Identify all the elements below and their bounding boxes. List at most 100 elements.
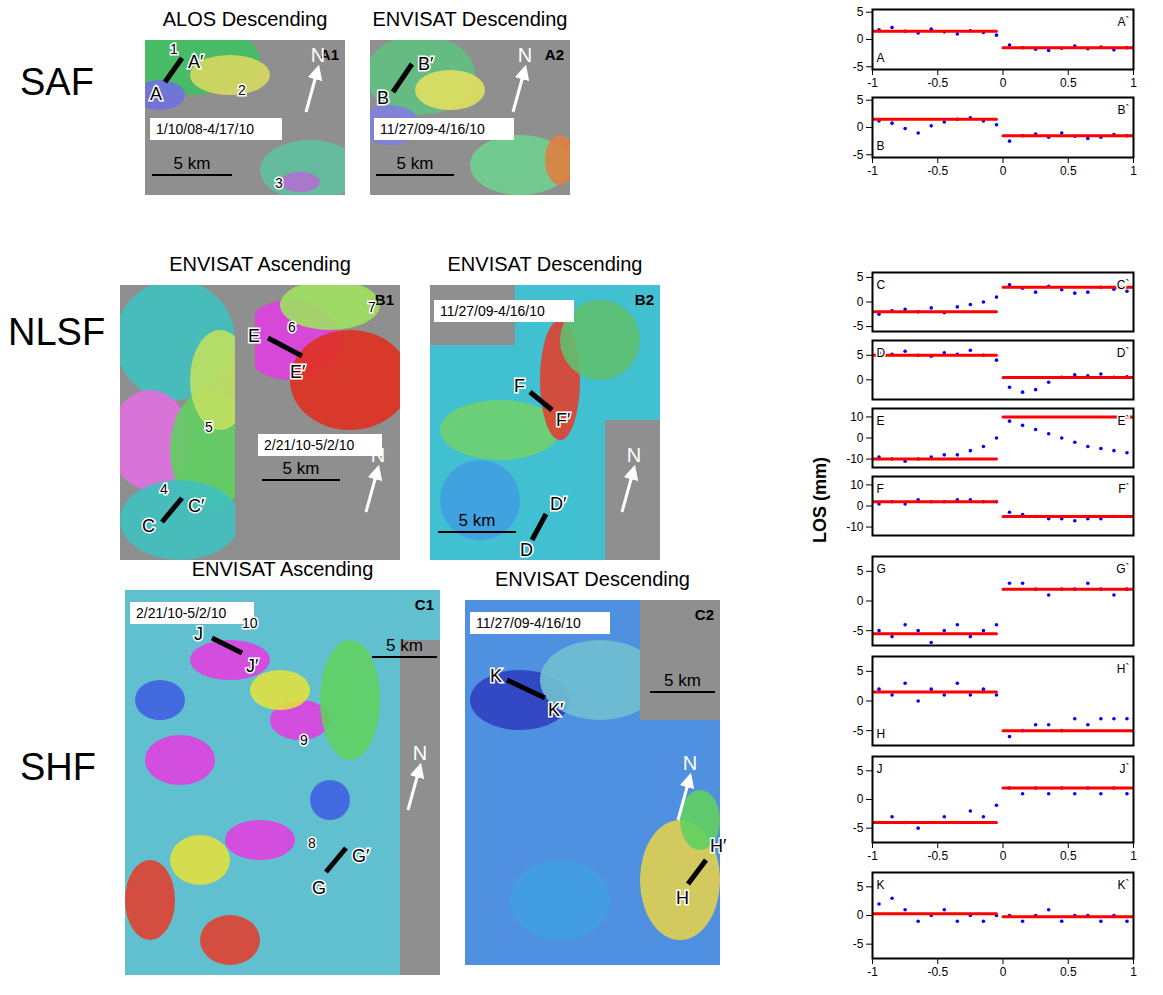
svg-text:-5: -5 [853,724,864,738]
svg-text:-0.5: -0.5 [927,965,948,979]
svg-text:0: 0 [1000,965,1007,979]
svg-text:B: B [377,88,389,108]
svg-text:0: 0 [857,431,864,445]
svg-text:0: 0 [857,792,864,806]
svg-text:0: 0 [857,295,864,309]
svg-text:SHF: SHF [20,746,96,788]
svg-text:5: 5 [205,419,213,435]
svg-text:D`: D` [1117,346,1130,360]
svg-text:2/21/10-5/2/10: 2/21/10-5/2/10 [136,605,227,621]
svg-text:H: H [877,727,886,741]
svg-text:N: N [311,44,325,66]
svg-text:G`: G` [1116,562,1129,576]
svg-text:0: 0 [857,594,864,608]
svg-text:J`: J` [1120,762,1130,776]
svg-text:F: F [877,482,884,496]
svg-text:5 km: 5 km [283,459,320,478]
svg-text:F′: F′ [556,410,571,430]
svg-text:A2: A2 [545,46,564,63]
svg-text:-10: -10 [846,452,864,466]
svg-text:1/10/08-4/17/10: 1/10/08-4/17/10 [156,121,254,137]
svg-text:J: J [877,762,883,776]
svg-text:5: 5 [857,5,864,19]
svg-text:0: 0 [857,120,864,134]
svg-text:N: N [371,444,385,466]
svg-text:1: 1 [1130,965,1137,979]
svg-text:F: F [514,376,525,396]
svg-text:-5: -5 [853,624,864,638]
svg-text:N: N [683,752,697,774]
svg-text:-0.5: -0.5 [927,164,948,178]
svg-text:A′: A′ [188,52,204,72]
svg-text:A: A [877,51,885,65]
svg-text:5 km: 5 km [664,671,701,690]
svg-text:E: E [248,326,260,346]
svg-text:1: 1 [1130,164,1137,178]
svg-text:C`: C` [1117,278,1130,292]
svg-text:5 km: 5 km [174,154,211,173]
svg-text:8: 8 [308,835,316,851]
svg-text:E`: E` [1118,414,1130,428]
svg-text:5: 5 [857,880,864,894]
svg-text:D: D [520,540,533,560]
svg-text:H: H [676,888,689,908]
svg-text:-1: -1 [867,849,878,863]
svg-text:B1: B1 [375,291,394,308]
svg-text:0: 0 [857,694,864,708]
svg-text:5: 5 [857,270,864,284]
svg-text:0: 0 [857,499,864,513]
svg-text:-5: -5 [853,60,864,74]
svg-text:-1: -1 [867,76,878,90]
svg-text:5: 5 [857,764,864,778]
svg-text:C′: C′ [188,496,205,516]
svg-text:0.5: 0.5 [1060,849,1077,863]
svg-text:C: C [142,516,155,536]
svg-text:D′: D′ [550,494,567,514]
svg-text:5 km: 5 km [397,154,434,173]
svg-text:0: 0 [1000,849,1007,863]
svg-text:K: K [877,878,885,892]
svg-text:B2: B2 [635,291,654,308]
svg-text:E: E [877,414,885,428]
svg-text:2/21/10-5/2/10: 2/21/10-5/2/10 [264,437,355,453]
svg-text:J: J [194,624,203,644]
svg-text:G: G [877,562,886,576]
svg-text:11/27/09-4/16/10: 11/27/09-4/16/10 [476,615,581,631]
svg-text:H′: H′ [710,836,727,856]
svg-text:B: B [877,139,885,153]
svg-text:-10: -10 [846,520,864,534]
svg-text:J′: J′ [246,656,259,676]
svg-text:ENVISAT Descending: ENVISAT Descending [448,253,643,275]
svg-text:7: 7 [368,299,376,315]
svg-text:N: N [413,742,427,764]
svg-text:SAF: SAF [20,61,94,103]
svg-text:C: C [877,278,886,292]
svg-text:-1: -1 [867,164,878,178]
svg-text:-5: -5 [853,821,864,835]
svg-text:K: K [490,666,502,686]
svg-text:2: 2 [238,82,246,98]
svg-text:0: 0 [857,32,864,46]
svg-text:4: 4 [160,481,168,497]
svg-text:G: G [312,878,326,898]
svg-text:B`: B` [1118,103,1130,117]
svg-text:C1: C1 [415,596,434,613]
svg-text:A: A [150,84,162,104]
svg-text:1: 1 [1130,76,1137,90]
svg-text:ENVISAT Ascending: ENVISAT Ascending [169,253,351,275]
svg-text:G′: G′ [352,846,370,866]
svg-text:N: N [627,444,641,466]
svg-text:11/27/09-4/16/10: 11/27/09-4/16/10 [380,121,485,137]
svg-text:5: 5 [857,664,864,678]
svg-text:ENVISAT Descending: ENVISAT Descending [495,568,690,590]
svg-text:0: 0 [1000,76,1007,90]
svg-text:0: 0 [1000,164,1007,178]
svg-text:10: 10 [850,410,864,424]
svg-text:A`: A` [1118,15,1130,29]
svg-text:5: 5 [857,93,864,107]
svg-text:D: D [877,346,886,360]
svg-text:K′: K′ [548,700,564,720]
svg-text:5 km: 5 km [459,511,496,530]
svg-text:6: 6 [288,319,296,335]
svg-text:11/27/09-4/16/10: 11/27/09-4/16/10 [440,303,545,319]
